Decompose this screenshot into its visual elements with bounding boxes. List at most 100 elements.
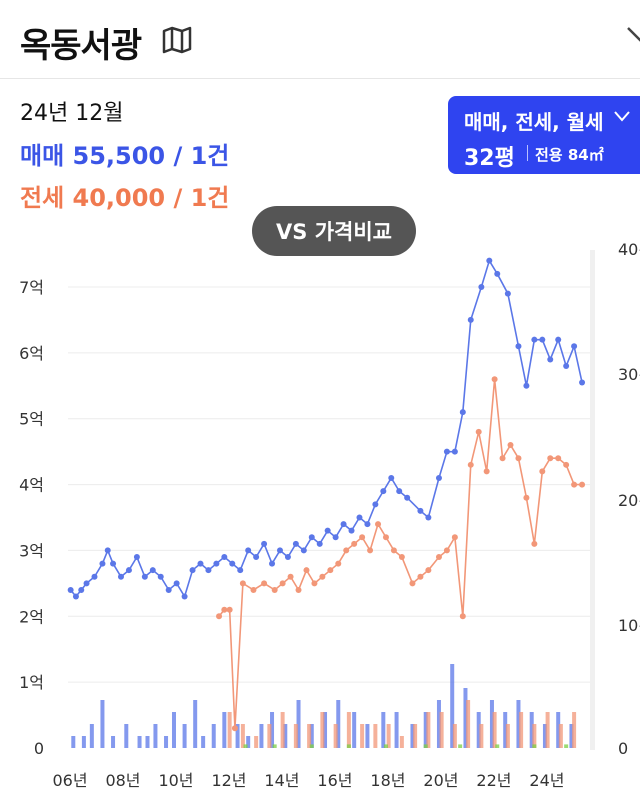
close-icon[interactable] [626,24,640,54]
sale-volume-bar [222,712,227,748]
sale-point [571,343,578,350]
sale-volume-bar [171,712,176,748]
sale-point [141,573,148,580]
sale-point [165,586,172,593]
sale-volume-bar [323,712,328,748]
sale-volume-bar [296,700,301,748]
sale-point [157,573,164,580]
sale-point [308,534,315,541]
sale-point [523,382,530,389]
sale-point [547,356,554,363]
sale-point [324,527,331,534]
volume-bars [71,664,577,748]
sale-volume-bar [71,736,76,748]
sale-point [555,336,562,343]
jeonse-point [287,573,294,580]
y-axis-ticks: 0 1억 2억 3억 4억 5억 6억 7억 [19,278,44,758]
x-tick-label: 24년 [529,771,564,790]
jeonse-point [327,567,334,574]
sale-point [181,593,188,600]
jeonse-volume-bar [254,736,259,748]
sale-point [515,343,522,350]
jeonse-point [523,494,530,501]
jeonse-point [226,606,233,613]
y2-tick-label: 30건 [618,365,640,384]
y-tick-label: 7억 [19,278,44,297]
y-tick-label: 0 [34,739,44,758]
jeonse-point [390,547,397,554]
sale-volume-bar [394,712,399,748]
jeonse-point [435,554,442,561]
sale-volume-bar [450,664,455,748]
jeonse-point [375,521,382,528]
jeonse-volume-bar [452,724,457,748]
jeonse-volume-bar [466,700,471,748]
sale-point [253,554,260,561]
map-icon[interactable] [162,26,192,54]
jeonse-volume-bar [519,712,524,748]
sale-point [125,567,132,574]
jeonse-volume-bar [293,724,298,748]
sale-point [245,547,252,554]
monthly-volume-bar [243,744,248,748]
monthly-volume-bar [272,744,277,748]
jeonse-point [221,606,228,613]
x-tick-label: 12년 [211,771,246,790]
sale-volume-bar [137,736,142,748]
sale-point [269,560,276,567]
sale-point [435,474,442,481]
sale-point [380,488,387,495]
sale-point [300,547,307,554]
filter-separator [527,145,528,161]
filter-types: 매매, 전세, 월세 [464,110,604,134]
jeonse-point [409,580,416,587]
sale-volume-bar [201,736,206,748]
x-tick-label: 18년 [370,771,405,790]
sale-point [221,554,228,561]
jeonse-point [398,554,405,561]
y2-tick-label: 10건 [618,616,640,635]
jeonse-volume-bar [558,724,563,748]
jeonse-volume-bar [267,724,272,748]
sale-volume-bar [246,736,251,748]
x-tick-label: 16년 [317,771,352,790]
jeonse-point [547,455,554,462]
jeonse-volume-bar [333,724,338,748]
sale-volume-bar [436,700,441,748]
x-tick-label: 10년 [158,771,193,790]
jeonse-volume-bar [320,712,325,748]
filter-button[interactable]: 매매, 전세, 월세 32평 전용 84㎡ [448,96,640,174]
vs-compare-button[interactable]: VS 가격비교 [252,206,416,256]
jeonse-volume-bar [545,712,550,748]
sale-volume-bar [145,736,150,748]
jeonse-point [459,613,466,620]
sale-point [205,567,212,574]
jeonse-point [359,534,366,541]
sale-point [78,586,85,593]
jeonse-summary: 전세 40,000 / 1건 [20,184,230,212]
sale-point [404,494,411,501]
sale-volume-bar [259,724,264,748]
y-tick-label: 1억 [19,673,44,692]
sale-point [316,540,323,547]
page-title: 옥동서광 [20,26,142,66]
sale-volume-bar [489,700,494,748]
sale-point [372,501,379,508]
jeonse-volume-bar [346,712,351,748]
jeonse-point [555,455,562,462]
jeonse-point [425,567,432,574]
jeonse-point [319,573,326,580]
sale-point [539,336,546,343]
jeonse-point [443,547,450,554]
jeonse-point [279,580,286,587]
jeonse-volume-bar [479,724,484,748]
y-tick-label: 5억 [19,410,44,429]
sale-point [364,521,371,528]
monthly-volume-bar [458,744,463,748]
sale-point [478,284,485,290]
sale-point [348,527,355,534]
sale-point [459,409,466,416]
jeonse-volume-bar [240,724,245,748]
jeonse-volume-bar [360,724,365,748]
jeonse-point [531,540,538,547]
